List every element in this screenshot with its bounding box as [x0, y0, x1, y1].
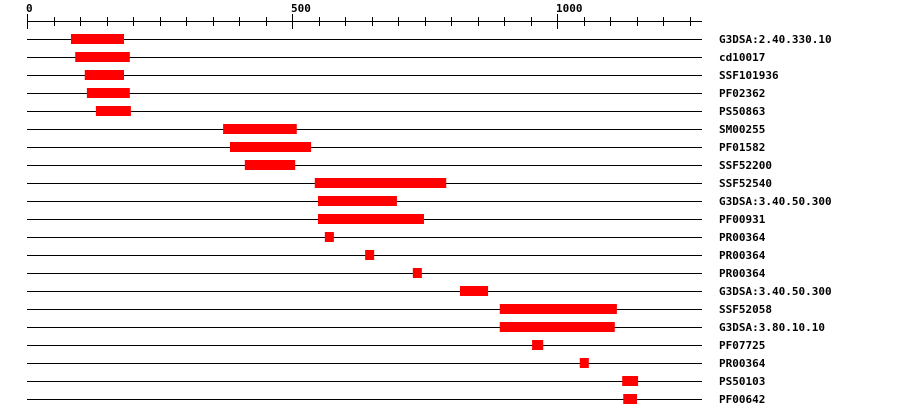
- domain-bar: [95, 106, 131, 116]
- track-label: PF02362: [719, 87, 765, 100]
- domain-bar: [229, 142, 312, 152]
- track-label: PR00364: [719, 231, 766, 244]
- track-label: G3DSA:3.80.10.10: [719, 321, 825, 334]
- track-label: PS50863: [719, 105, 765, 118]
- axis-tick-label: 500: [291, 2, 311, 15]
- track-label: SSF101936: [719, 69, 779, 82]
- domain-bar: [317, 214, 424, 224]
- domain-bar: [86, 88, 130, 98]
- axis-tick-label: 0: [26, 2, 33, 15]
- domain-bar: [223, 124, 297, 134]
- domain-bar: [244, 160, 296, 170]
- track-label: SSF52540: [719, 177, 772, 190]
- track-label: PF00642: [719, 393, 765, 406]
- track-label: PR00364: [719, 267, 766, 280]
- track-label: PR00364: [719, 249, 766, 262]
- domain-bar: [460, 286, 489, 296]
- track-label: PF00931: [719, 213, 766, 226]
- domain-bar: [75, 52, 130, 62]
- track-label: PR00364: [719, 357, 766, 370]
- track-label: G3DSA:3.40.50.300: [719, 285, 832, 298]
- track-label: SSF52058: [719, 303, 772, 316]
- axis-tick-label: 1000: [556, 2, 583, 15]
- track-label: G3DSA:2.40.330.10: [719, 33, 832, 46]
- domain-bar: [499, 304, 617, 314]
- track-label: G3DSA:3.40.50.300: [719, 195, 832, 208]
- track-label: PF07725: [719, 339, 765, 352]
- domain-bar: [314, 178, 447, 188]
- domain-bar: [622, 376, 639, 386]
- domain-bar: [623, 394, 638, 404]
- domain-bar: [412, 268, 422, 278]
- track-label: PF01582: [719, 141, 765, 154]
- track-label: cd10017: [719, 51, 765, 64]
- domain-bar: [579, 358, 589, 368]
- track-label: PS50103: [719, 375, 765, 388]
- domain-bar: [70, 34, 124, 44]
- domain-bar: [532, 340, 544, 350]
- domain-bar: [317, 196, 397, 206]
- domain-bar: [499, 322, 615, 332]
- domain-bar: [84, 70, 124, 80]
- domain-bar: [324, 232, 334, 242]
- track-label: SSF52200: [719, 159, 772, 172]
- domain-bar: [365, 250, 375, 260]
- track-label: SM00255: [719, 123, 765, 136]
